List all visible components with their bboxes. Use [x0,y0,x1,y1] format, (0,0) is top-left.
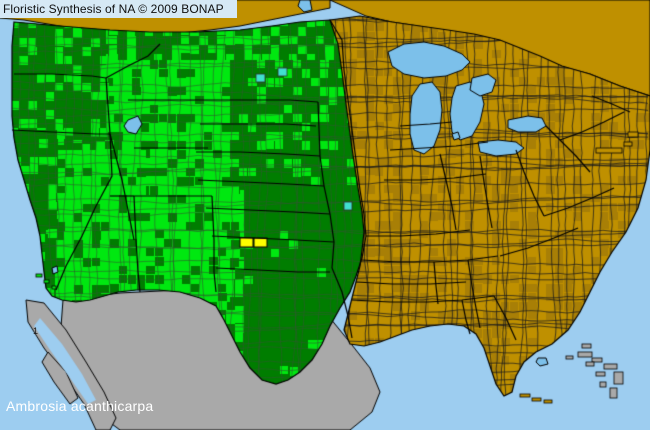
map-marker-label: 1 [33,326,39,336]
map-title-bar: Floristic Synthesis of NA © 2009 BONAP [0,0,237,18]
map-title: Floristic Synthesis of NA © 2009 BONAP [3,1,224,16]
species-name-label: Ambrosia acanthicarpa [6,398,154,414]
